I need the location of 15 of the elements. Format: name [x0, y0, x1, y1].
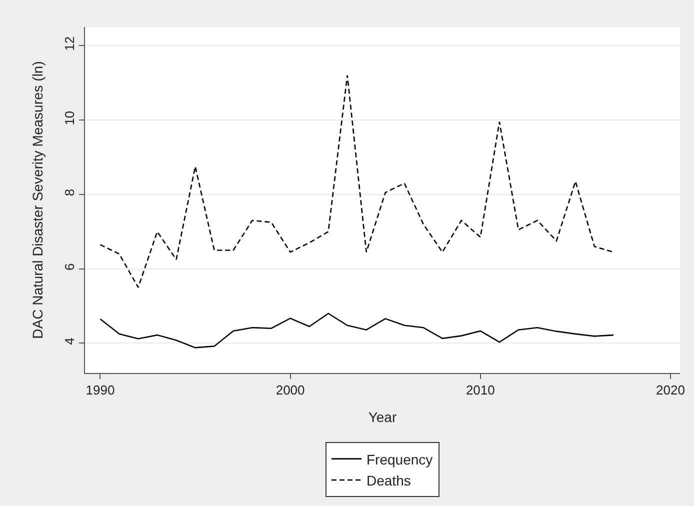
x-tick-label: 2010 — [466, 382, 495, 398]
x-tick-label: 2000 — [276, 382, 305, 398]
y-tick-label: 6 — [62, 263, 77, 270]
legend-label: Deaths — [366, 472, 411, 488]
x-axis-title: Year — [368, 408, 397, 425]
legend-label: Frequency — [366, 451, 433, 468]
y-axis-title: DAC Natural Disaster Severity Measures (ln) — [29, 61, 46, 339]
x-tick-label: 1990 — [86, 382, 115, 398]
y-tick-label: 4 — [62, 338, 77, 345]
line-series — [100, 74, 614, 288]
y-tick-label: 12 — [62, 36, 77, 51]
y-tick-label: 10 — [62, 110, 77, 126]
y-tick-label: 8 — [62, 188, 77, 196]
line-series — [100, 312, 614, 348]
x-tick-label: 2020 — [656, 382, 685, 398]
